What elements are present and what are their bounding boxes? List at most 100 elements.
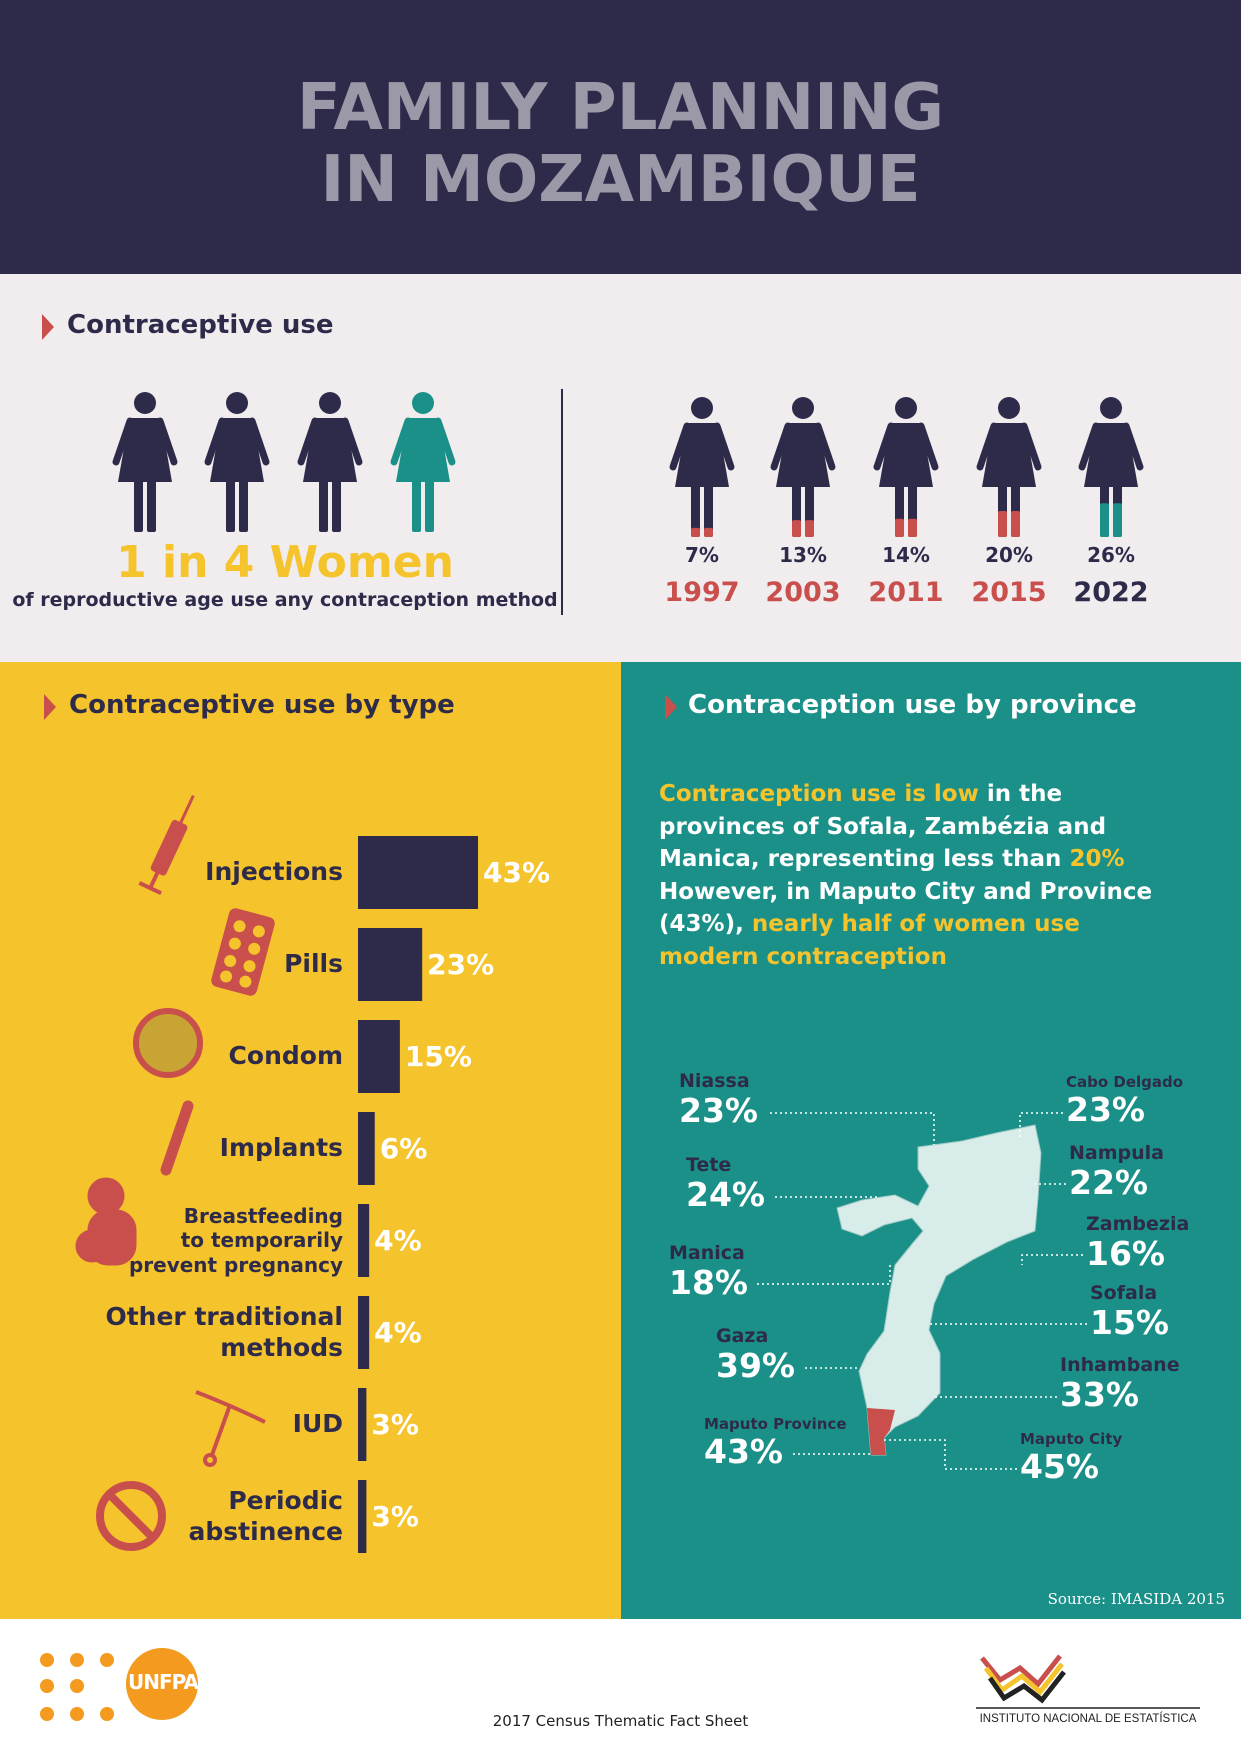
arm (917, 422, 939, 471)
province-value: 15% (1090, 1303, 1169, 1342)
leg-fill (1100, 503, 1109, 537)
province-value: 33% (1060, 1375, 1139, 1414)
dress (118, 418, 172, 482)
arm (1122, 422, 1144, 471)
leg-fill (704, 527, 713, 537)
label-line: IUD (292, 1409, 343, 1439)
dress (303, 418, 357, 482)
province-name: Nampula (1069, 1142, 1164, 1164)
leg-fill (1011, 511, 1020, 537)
condom-icon (133, 1008, 203, 1078)
woman-figure (390, 392, 456, 532)
leg (425, 480, 434, 532)
province-name: Zambezia (1086, 1213, 1190, 1235)
province-value: 24% (686, 1175, 765, 1214)
label-line: Other traditional (105, 1302, 343, 1331)
woman-figure (297, 392, 363, 532)
label-line: methods (220, 1332, 343, 1362)
bar-value: 3% (371, 1499, 419, 1533)
label-line: Periodic (228, 1486, 343, 1515)
trend-value: 7% (685, 543, 719, 567)
province-value: 39% (716, 1346, 795, 1385)
leg (319, 480, 328, 532)
woman-figure (873, 397, 939, 537)
dress (396, 418, 450, 482)
arm (873, 422, 895, 471)
bar-value: 23% (427, 947, 495, 981)
head (319, 392, 341, 414)
head (691, 397, 713, 419)
bar-value: 6% (379, 1131, 428, 1165)
bar-label: Injections (205, 857, 343, 888)
province-name: Maputo City (1020, 1430, 1123, 1448)
text: However, in Maputo City and Province (659, 878, 1153, 905)
bar (358, 928, 423, 1001)
arm (204, 417, 226, 466)
section-title: Contraceptive use by type (69, 690, 455, 720)
leg (134, 480, 143, 532)
head (1100, 397, 1122, 419)
province-name: Inhambane (1060, 1354, 1180, 1376)
bar (358, 1020, 400, 1093)
abstinence-icon (96, 1481, 166, 1551)
woman-figure (112, 392, 178, 532)
head (792, 397, 814, 419)
leg (704, 485, 713, 537)
bar-value: 4% (374, 1223, 422, 1257)
label-line: abstinence (188, 1516, 344, 1546)
label-line: Breastfeeding (183, 1203, 343, 1228)
highlight: Contraception use is low (659, 781, 979, 807)
bar (358, 1204, 370, 1277)
province-name: Manica (669, 1242, 745, 1264)
dress (1084, 423, 1138, 487)
woman-figure (669, 397, 735, 537)
arm (297, 417, 319, 466)
bar-label: Pills (284, 949, 343, 980)
arm (814, 422, 836, 471)
trend-year: 2011 (868, 577, 944, 608)
leg-fill (895, 518, 904, 537)
woman-figure (976, 397, 1042, 537)
highlight: 20% (1069, 846, 1125, 872)
head (895, 397, 917, 419)
arm (1020, 422, 1042, 471)
text: Manica, representing less than (659, 846, 1070, 872)
highlight: nearly half of women use (751, 911, 1080, 937)
province-value: 22% (1069, 1163, 1148, 1202)
title-line: IN MOZAMBIQUE (320, 143, 921, 217)
arm (713, 422, 735, 471)
header-band (0, 0, 1241, 274)
bar (358, 1112, 375, 1185)
label-line: prevent pregnancy (128, 1252, 343, 1277)
syringe-icon (138, 794, 195, 895)
icons (75, 794, 275, 1551)
leg (147, 480, 156, 532)
province-value: 23% (1066, 1090, 1145, 1129)
section-title: Contraception use by province (688, 690, 1137, 720)
woman-figure (1078, 397, 1144, 537)
arm (390, 417, 412, 466)
leg (332, 480, 341, 532)
type-band (0, 662, 621, 1619)
text: (43%), (659, 911, 752, 937)
arm (1078, 422, 1100, 471)
dress (675, 423, 729, 487)
bullet (665, 694, 677, 720)
bar-label: Condom (229, 1041, 343, 1072)
map (836, 1124, 1042, 1456)
trend-value: 14% (882, 543, 930, 567)
subtext: of reproductive age use any contraceptio… (12, 589, 558, 611)
bar-label: IUD (293, 1409, 343, 1440)
head (998, 397, 1020, 419)
unfpa-logo (40, 1648, 198, 1721)
bar-value: 3% (371, 1407, 419, 1441)
leg (691, 485, 700, 537)
bar (358, 1296, 370, 1369)
bar-label: Other traditional methods (105, 1302, 343, 1363)
leg-fill (1113, 503, 1122, 537)
bar (358, 1388, 367, 1461)
province-name: Cabo Delgado (1066, 1073, 1184, 1091)
dress (879, 423, 933, 487)
logo-text: UNFPA (128, 1670, 199, 1694)
